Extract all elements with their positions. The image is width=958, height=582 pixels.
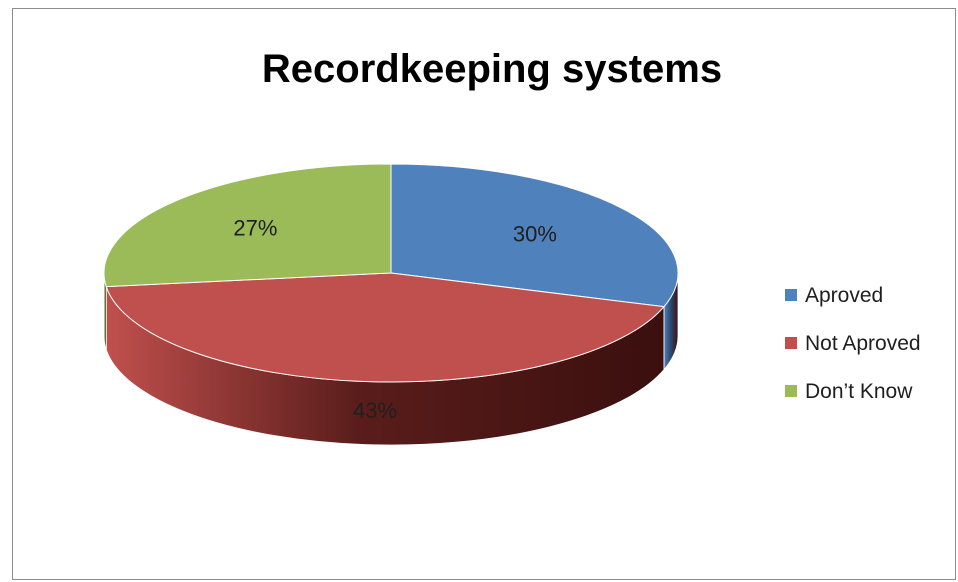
data-label-aproved: 30% (513, 221, 557, 246)
legend-swatch-aproved (785, 289, 797, 301)
chart-title: Recordkeeping systems (262, 47, 722, 91)
legend-swatch-not-aproved (785, 337, 797, 349)
pie-slice-aproved (390, 163, 679, 308)
pie-slice-not-aproved (105, 272, 665, 383)
chart-frame: Recordkeeping systems 30% 43% 27% Aproved N… (12, 8, 956, 580)
data-label-dont-know: 27% (233, 216, 277, 241)
legend-label-aproved: Aproved (805, 284, 883, 307)
legend-label-dont-know: Don’t Know (805, 380, 913, 403)
pie-slice-dont-know (103, 163, 392, 288)
pie-chart: Recordkeeping systems 30% 43% 27% Aproved N… (103, 47, 921, 446)
pie-group (103, 163, 679, 446)
legend-swatch-dont-know (785, 385, 797, 397)
legend-label-not-aproved: Not Aproved (805, 332, 921, 355)
legend: Aproved Not Aproved Don’t Know (785, 284, 921, 403)
data-labels: 30% 43% 27% (233, 216, 557, 423)
data-label-not-aproved: 43% (353, 398, 397, 423)
